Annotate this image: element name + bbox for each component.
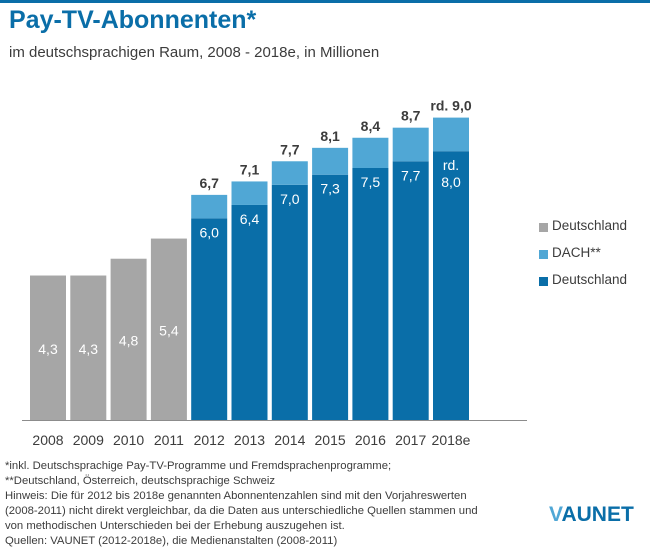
legend-item-deutschland: Deutschland xyxy=(539,272,649,299)
data-label-2010: 4,8 xyxy=(119,332,139,348)
x-tick-label-2013: 2013 xyxy=(234,432,265,448)
data-label-2011: 5,4 xyxy=(159,322,179,338)
data-label-2017: 7,7 xyxy=(401,167,421,183)
vaunet-logo: VAUNET xyxy=(549,503,634,526)
x-tick-label-2009: 2009 xyxy=(73,432,104,448)
data-label-2013: 6,4 xyxy=(240,211,260,227)
legend-swatch-dark-blue xyxy=(539,277,548,286)
x-tick-label-2010: 2010 xyxy=(113,432,144,448)
data-label-2018e: 8,0 xyxy=(441,174,461,190)
total-label-2018e: rd. 9,0 xyxy=(430,98,471,114)
chart-subtitle: im deutschsprachigen Raum, 2008 - 2018e,… xyxy=(9,44,380,61)
bar-2012-series-1 xyxy=(191,218,228,420)
legend-item-dach: DACH** xyxy=(539,245,649,272)
footnote-line: von methodischen Unterschieden bei der E… xyxy=(5,520,345,532)
bar-2016-series-2 xyxy=(352,137,389,168)
bar-2014-series-1 xyxy=(271,184,308,420)
bar-2014-series-2 xyxy=(271,161,308,185)
data-label-2014: 7,0 xyxy=(280,191,300,207)
footnote-line: *inkl. Deutschsprachige Pay-TV-Programme… xyxy=(5,460,392,472)
total-label-2017: 8,7 xyxy=(401,108,421,124)
data-label-2008: 4,3 xyxy=(38,341,58,357)
legend: Deutschland DACH** Deutschland xyxy=(539,218,649,299)
total-label-2016: 8,4 xyxy=(361,118,381,134)
total-label-2013: 7,1 xyxy=(240,161,260,177)
x-tick-label-2012: 2012 xyxy=(194,432,225,448)
top-rule xyxy=(0,0,650,3)
legend-label: Deutschland xyxy=(552,218,628,233)
bar-2009-series-0 xyxy=(70,275,107,420)
legend-swatch-gray xyxy=(539,223,548,232)
total-label-2015: 8,1 xyxy=(320,128,340,144)
x-tick-label-2008: 2008 xyxy=(32,432,63,448)
chart-title: Pay-TV-Abonnenten* xyxy=(9,6,257,34)
footnote-line: (2008-2011) nicht direkt vergleichbar, d… xyxy=(5,505,478,517)
total-label-2012: 6,7 xyxy=(199,175,219,191)
x-tick-label-2011: 2011 xyxy=(154,432,184,448)
footnote-line: Quellen: VAUNET (2012-2018e), die Medien… xyxy=(5,535,338,547)
bar-2012-series-2 xyxy=(191,194,228,219)
bar-2015-series-1 xyxy=(312,174,349,420)
bar-2015-series-2 xyxy=(312,147,349,175)
x-tick-label-2014: 2014 xyxy=(274,432,305,448)
footnote-line: Hinweis: Die für 2012 bis 2018e genannte… xyxy=(5,490,467,502)
bar-2017-series-1 xyxy=(392,161,429,420)
x-tick-label-2015: 2015 xyxy=(315,432,346,448)
bar-2016-series-1 xyxy=(352,168,389,420)
data-label-2015: 7,3 xyxy=(320,181,340,197)
data-label-2018e: rd. xyxy=(443,157,459,173)
data-label-2012: 6,0 xyxy=(199,224,219,240)
bar-2017-series-2 xyxy=(392,127,429,162)
legend-label: DACH** xyxy=(552,245,601,260)
footnote-line: **Deutschland, Österreich, deutschsprach… xyxy=(5,475,276,487)
data-label-2016: 7,5 xyxy=(361,174,381,190)
bar-2013-series-2 xyxy=(231,181,268,205)
legend-swatch-light-blue xyxy=(539,250,548,259)
footnotes: *inkl. Deutschsprachige Pay-TV-Programme… xyxy=(5,459,535,549)
bar-2008-series-0 xyxy=(30,275,66,420)
x-tick-label-2016: 2016 xyxy=(355,432,386,448)
x-tick-label-2017: 2017 xyxy=(395,432,426,448)
bar-2010-series-0 xyxy=(110,258,147,420)
bar-2011-series-0 xyxy=(150,238,187,420)
legend-label: Deutschland xyxy=(552,272,628,287)
bar-2018e-series-1 xyxy=(433,151,469,420)
total-label-2014: 7,7 xyxy=(280,141,300,157)
x-tick-label-2018e: 2018e xyxy=(432,432,471,448)
bar-2013-series-1 xyxy=(231,204,268,420)
data-label-2009: 4,3 xyxy=(79,341,99,357)
legend-item-deutschland-historic: Deutschland xyxy=(539,218,649,245)
bar-2018e-series-2 xyxy=(433,117,469,152)
